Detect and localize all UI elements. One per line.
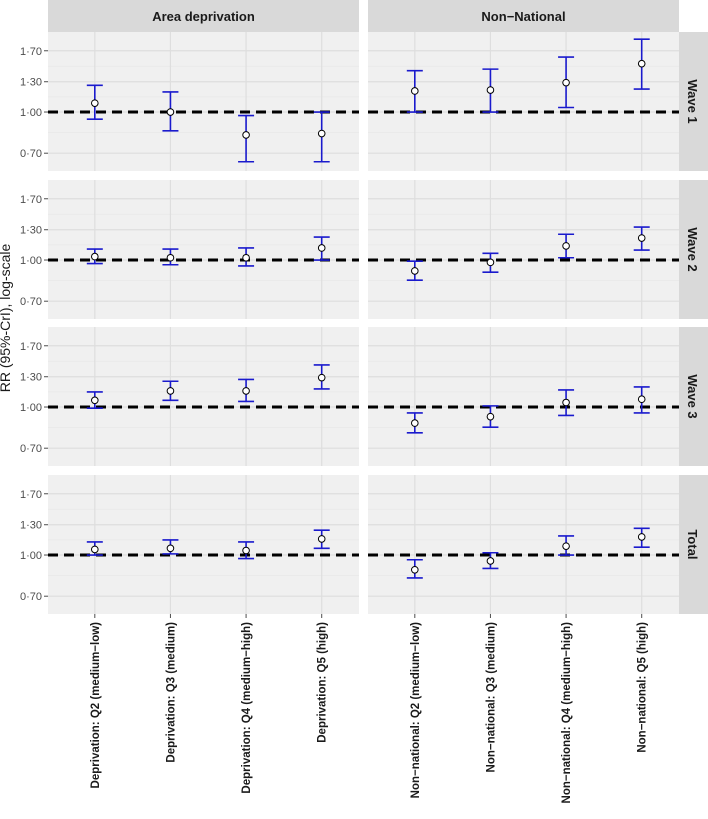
y-tick-label: 1·00 [20, 402, 42, 414]
y-tick-label: 1·70 [20, 489, 42, 501]
y-tick-label: 1·30 [20, 520, 42, 532]
point-estimate [486, 412, 495, 421]
point-estimate [317, 244, 326, 252]
row-strip [676, 327, 708, 466]
point-estimate [166, 253, 175, 262]
panel-background [368, 180, 679, 319]
point-estimate [317, 129, 326, 138]
point-estimate [242, 253, 250, 262]
y-tick-label: 1·00 [20, 107, 42, 119]
x-tick-label: Deprivation: Q5 (high) [317, 622, 329, 743]
point-estimate [242, 131, 250, 139]
point-estimate [486, 86, 495, 94]
point-estimate [562, 398, 570, 407]
point-estimate [637, 395, 646, 404]
point-estimate [166, 387, 175, 395]
point-estimate [562, 542, 570, 550]
x-tick-label: Deprivation: Q3 (medium) [165, 622, 177, 763]
point-estimate [91, 99, 99, 107]
panel-background [368, 32, 679, 171]
x-tick-label: Non−national: Q4 (medium−high) [561, 622, 573, 804]
point-estimate [637, 533, 646, 541]
y-tick-label: 1·70 [20, 194, 42, 206]
y-tick-label: 1·30 [20, 372, 42, 384]
point-estimate [317, 535, 326, 543]
point-estimate [91, 545, 99, 554]
x-tick-label: Non−national: Q3 (medium) [485, 622, 497, 773]
y-tick-label: 1·70 [20, 46, 42, 58]
y-tick-label: 1·00 [20, 550, 42, 562]
point-estimate [562, 78, 570, 87]
point-estimate [91, 252, 99, 261]
row-strip [676, 180, 708, 319]
x-tick-label: Deprivation: Q4 (medium−high) [241, 622, 253, 794]
panel-background [368, 475, 679, 614]
y-tick-label: 0·70 [20, 591, 42, 603]
y-tick-label: 0·70 [20, 148, 42, 160]
column-strip-label: Area deprivation [152, 9, 255, 24]
panel-background [48, 475, 359, 614]
x-tick-label: Deprivation: Q2 (medium−low) [90, 622, 102, 789]
column-strip [48, 0, 359, 32]
y-tick-label: 0·70 [20, 443, 42, 455]
row-strip-label: Total [685, 529, 700, 559]
y-axis-label: RR (95%-CrI), log-scale [0, 243, 13, 392]
point-estimate [317, 373, 326, 382]
row-strip-label: Wave 1 [685, 79, 700, 123]
point-estimate [486, 557, 495, 565]
y-tick-label: 1·00 [20, 255, 42, 267]
point-estimate [166, 544, 175, 553]
point-estimate [166, 108, 175, 116]
point-estimate [411, 267, 419, 275]
row-strip-label: Wave 3 [685, 374, 700, 418]
y-tick-label: 1·30 [20, 225, 42, 237]
panel-background [48, 327, 359, 466]
row-strip [676, 32, 708, 171]
row-strip-label: Wave 2 [685, 227, 700, 271]
point-estimate [411, 565, 419, 574]
point-estimate [91, 396, 99, 405]
point-estimate [411, 87, 419, 95]
point-estimate [242, 387, 250, 395]
point-estimate [562, 242, 570, 250]
panel-background [48, 32, 359, 171]
row-strip [676, 475, 708, 614]
point-estimate [637, 234, 646, 242]
y-tick-label: 0·70 [20, 296, 42, 308]
x-tick-label: Non−national: Q5 (high) [637, 622, 649, 753]
point-estimate [242, 546, 250, 555]
y-tick-label: 1·30 [20, 77, 42, 89]
x-tick-label: Non−national: Q2 (medium−low) [410, 622, 422, 799]
point-estimate [411, 419, 419, 427]
column-strip-label: Non−National [481, 9, 565, 24]
point-estimate [637, 59, 646, 68]
plot-layer: Area deprivation Non−National Wave 1 0·70 1·… [20, 0, 708, 803]
point-estimate [486, 258, 495, 267]
panel-background [368, 327, 679, 466]
column-strip [368, 0, 679, 32]
y-tick-label: 1·70 [20, 341, 42, 353]
